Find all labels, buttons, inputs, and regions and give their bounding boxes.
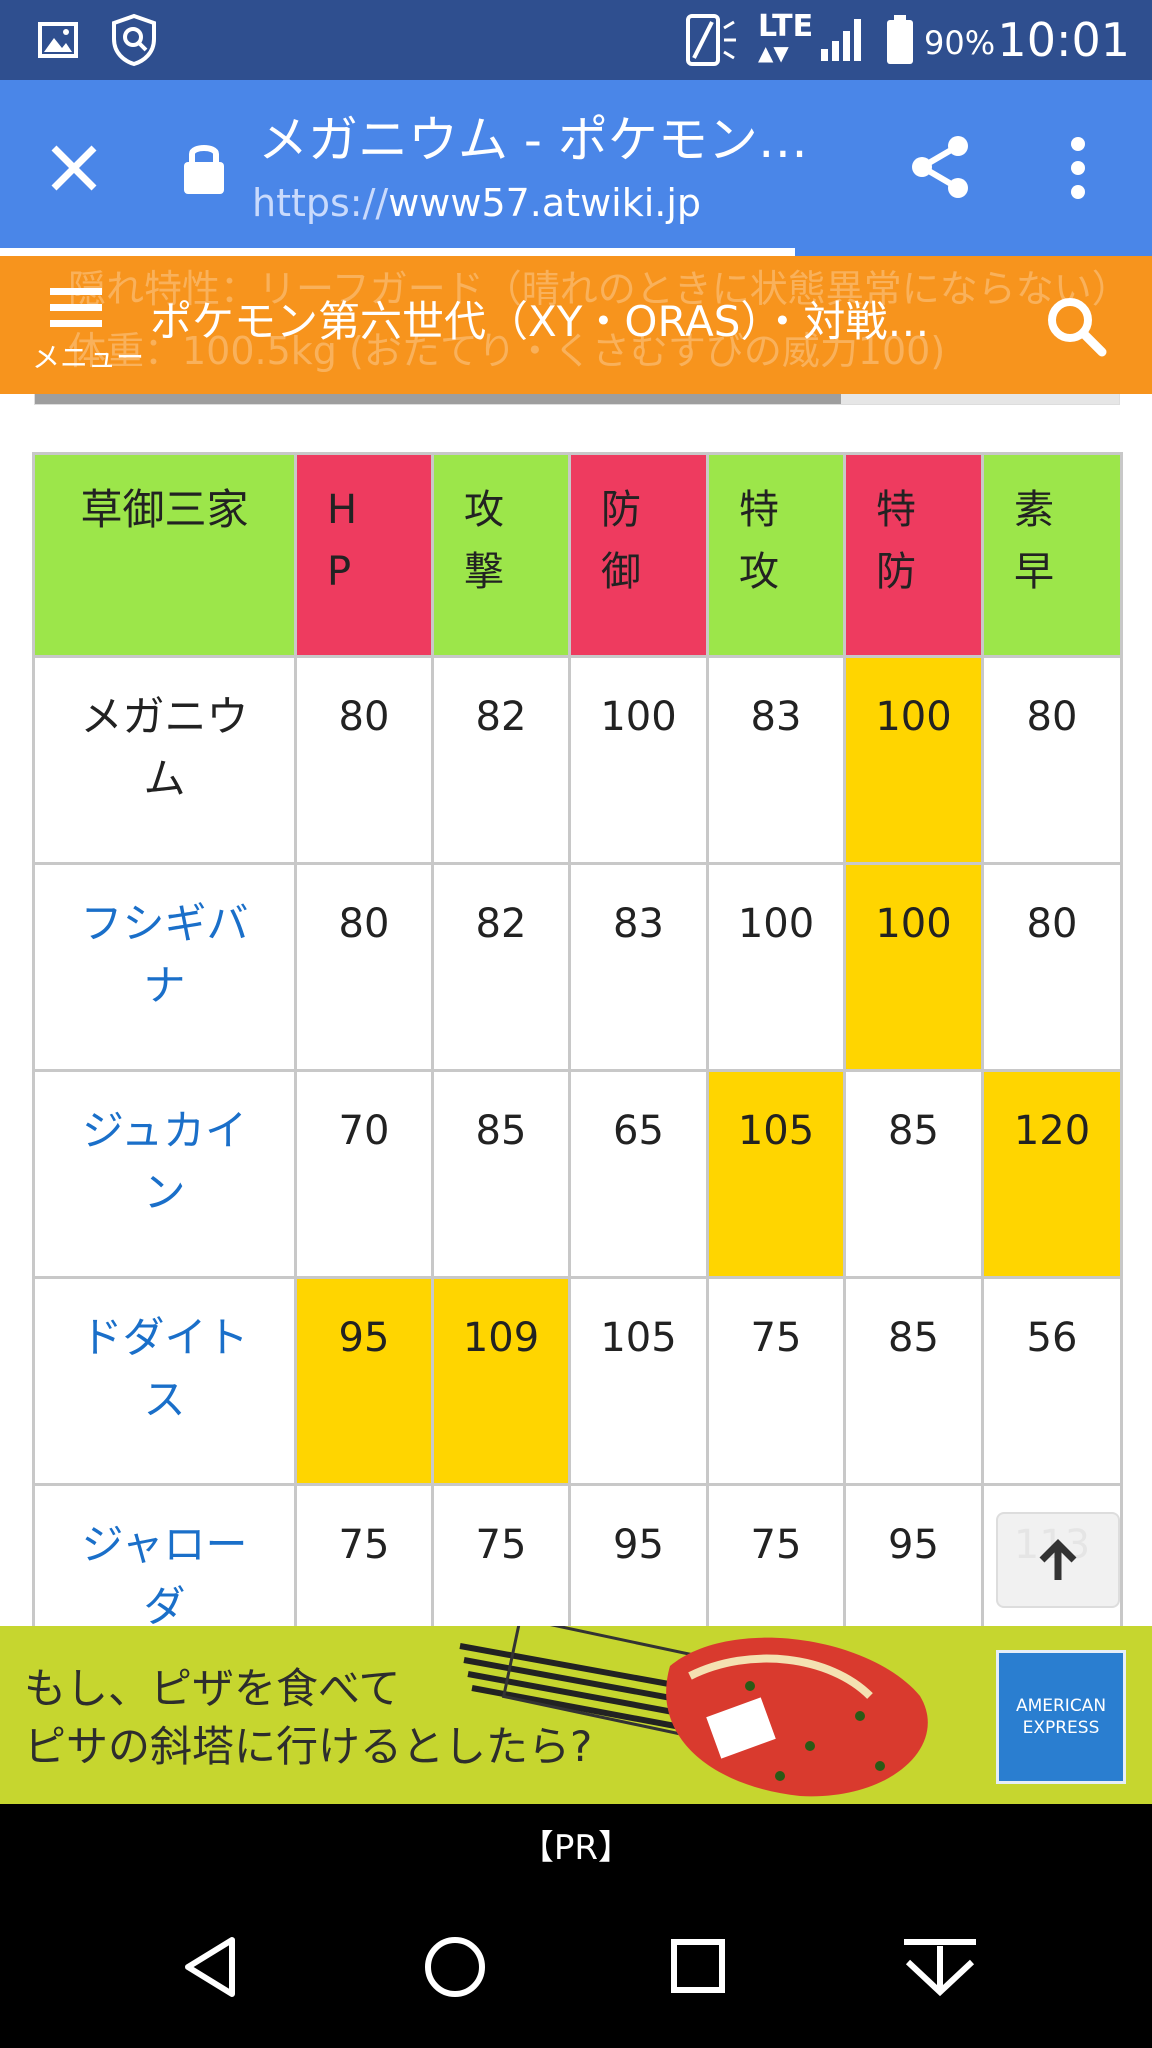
stat-value-cell: 80 xyxy=(981,862,1123,1072)
lte-label: LTE xyxy=(758,9,814,44)
table-row: ドダイト ス 95 109 105 75 85 56 xyxy=(32,1276,1123,1486)
stat-value-cell: 56 xyxy=(981,1276,1123,1486)
stat-value-cell: 83 xyxy=(706,655,846,865)
stat-value-cell: 105 xyxy=(706,1069,846,1279)
url-display[interactable]: https://www57.atwiki.jp xyxy=(252,180,701,226)
underlying-content: 隠れ特性：リーフガード（晴れのときに状態異常にならない） 体重：100.5kg … xyxy=(68,258,1152,382)
underlying-line-2: 体重：100.5kg (おたてり・くさむすびの威力100) xyxy=(68,329,946,373)
recents-button[interactable] xyxy=(670,1938,726,1994)
stat-value-cell: 80 xyxy=(294,862,434,1072)
stat-value-cell: 100 xyxy=(706,862,846,1072)
header-cell-group: 草御三家 xyxy=(32,452,297,658)
underlying-line-1: 隠れ特性：リーフガード（晴れのときに状態異常にならない） xyxy=(68,267,1130,311)
hide-nav-icon xyxy=(904,1939,976,1997)
stat-value-cell: 100 xyxy=(843,862,984,1072)
page-load-progress-fill xyxy=(0,248,795,256)
stat-value-cell: 100 xyxy=(568,655,709,865)
stat-value-cell: 100 xyxy=(843,655,984,865)
system-nav-bar xyxy=(0,1894,1152,2048)
menu-button[interactable] xyxy=(34,278,130,374)
stat-value-cell: 85 xyxy=(843,1069,984,1279)
stat-value-cell: 65 xyxy=(568,1069,709,1279)
site-title[interactable]: ポケモン第六世代（XY・ORAS）・対戦… xyxy=(150,297,930,346)
hide-nav-button[interactable] xyxy=(900,1934,980,2004)
lock-icon xyxy=(182,138,228,198)
more-vert-icon xyxy=(1071,137,1085,199)
site-header: 隠れ特性：リーフガード（晴れのときに状態異常にならない） 体重：100.5kg … xyxy=(0,256,1152,394)
recents-square-icon xyxy=(671,1939,725,1993)
lte-icon: LTE ▲▼ xyxy=(758,9,814,65)
header-cell-stat: 攻 撃 xyxy=(431,452,571,658)
pizza-guitar-illustration xyxy=(459,1626,928,1797)
overflow-menu-button[interactable] xyxy=(1058,136,1098,200)
table-row: メガニウ ム 80 82 100 83 100 80 xyxy=(32,655,1123,865)
stat-value-cell: 82 xyxy=(431,655,571,865)
stat-value-cell: 80 xyxy=(294,655,434,865)
back-button[interactable] xyxy=(180,1934,240,2004)
clock: 10:01 xyxy=(997,13,1130,67)
pokemon-name-link[interactable]: ジュカイ ン xyxy=(32,1069,297,1279)
amex-logo: AMERICAN EXPRESS xyxy=(996,1650,1126,1784)
stat-value-cell: 70 xyxy=(294,1069,434,1279)
home-button[interactable] xyxy=(422,1934,488,2000)
table-row: ジュカイ ン 70 85 65 105 85 120 xyxy=(32,1069,1123,1279)
vibrate-icon xyxy=(682,14,742,66)
home-circle-icon xyxy=(425,1937,485,1997)
amex-logo-line-1: AMERICAN xyxy=(1015,1696,1107,1716)
amex-logo-line-2: EXPRESS xyxy=(1022,1718,1100,1738)
battery-icon xyxy=(884,14,916,66)
status-bar: LTE ▲▼ 90% 10:01 xyxy=(0,0,1152,80)
stat-value-cell: 83 xyxy=(568,862,709,1072)
signal-icon xyxy=(818,14,866,66)
close-icon xyxy=(51,145,97,191)
content-scroll-indicator xyxy=(34,394,1120,405)
page-load-progress xyxy=(0,248,1152,256)
ad-text: もし、ピザを食べて ピサの斜塔に行けるとしたら? xyxy=(24,1660,592,1776)
share-icon xyxy=(912,136,968,198)
menu-label: メニュー xyxy=(32,341,145,374)
shield-search-icon xyxy=(106,13,162,67)
content-scroll-indicator-fill xyxy=(35,394,841,404)
table-row: フシギバ ナ 80 82 83 100 100 80 xyxy=(32,862,1123,1072)
stat-value-cell: 85 xyxy=(843,1276,984,1486)
ad-text-line-2: ピサの斜塔に行けるとしたら? xyxy=(24,1722,593,1771)
search-button[interactable] xyxy=(1044,294,1110,360)
share-button[interactable] xyxy=(906,132,978,204)
pr-label: 【PR】 xyxy=(0,1804,1152,1894)
stat-value-cell: 80 xyxy=(981,655,1123,865)
header-cell-stat: 素 早 xyxy=(981,452,1123,658)
battery-percent: 90% xyxy=(924,24,996,62)
url-scheme: https:// xyxy=(252,181,389,225)
header-cell-stat: 特 攻 xyxy=(706,452,846,658)
header-cell-stat: 防 御 xyxy=(568,452,709,658)
search-icon xyxy=(1048,298,1107,357)
pokemon-name: メガニウ ム xyxy=(32,655,297,865)
ad-text-line-1: もし、ピザを食べて xyxy=(24,1664,401,1713)
stat-value-cell: 85 xyxy=(431,1069,571,1279)
image-icon xyxy=(36,14,80,66)
back-triangle-icon xyxy=(185,1937,235,1997)
back-to-top-button[interactable] xyxy=(996,1512,1120,1608)
pokemon-name-link[interactable]: フシギバ ナ xyxy=(32,862,297,1072)
pokemon-name-link[interactable]: ドダイト ス xyxy=(32,1276,297,1486)
header-cell-stat: 特 防 xyxy=(843,452,984,658)
stat-value-cell: 105 xyxy=(568,1276,709,1486)
stat-value-cell: 120 xyxy=(981,1069,1123,1279)
close-tab-button[interactable] xyxy=(46,140,106,200)
page-title[interactable]: メガニウム - ポケモン… xyxy=(258,111,808,169)
hamburger-icon xyxy=(50,288,102,327)
url-host: www57.atwiki.jp xyxy=(388,181,702,225)
stat-value-cell: 109 xyxy=(431,1276,571,1486)
stat-value-cell: 75 xyxy=(706,1276,846,1486)
browser-toolbar: メガニウム - ポケモン… https://www57.atwiki.jp xyxy=(0,80,1152,248)
header-cell-stat: H P xyxy=(294,452,434,658)
stat-value-cell: 95 xyxy=(294,1276,434,1486)
arrow-up-icon xyxy=(1039,1539,1077,1580)
ad-banner[interactable]: もし、ピザを食べて ピサの斜塔に行けるとしたら? AMERICAN EXPRES… xyxy=(0,1626,1152,1804)
stat-value-cell: 82 xyxy=(431,862,571,1072)
